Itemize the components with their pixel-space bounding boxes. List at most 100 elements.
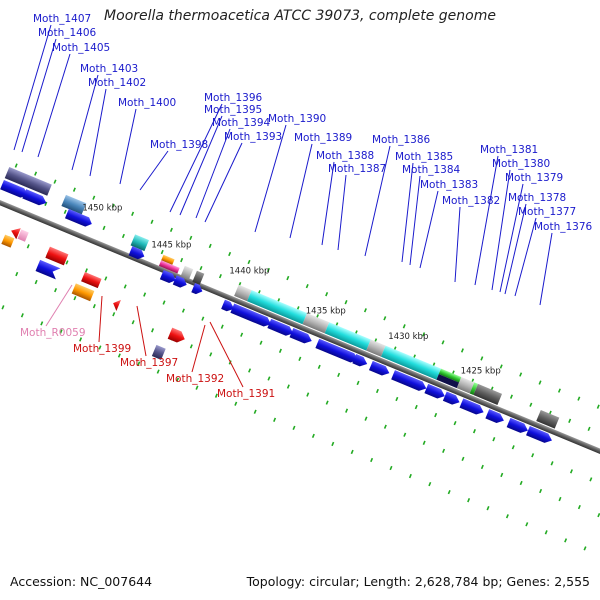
gene-moth-1394[interactable] [180, 265, 194, 281]
gene-moth-1380[interactable] [436, 374, 460, 389]
cds-arrow[interactable] [191, 282, 204, 296]
tick-mark [364, 416, 368, 421]
tick-mark [311, 433, 315, 439]
gene-label[interactable]: Moth_1403 [80, 63, 138, 75]
gene-label[interactable]: Moth_1382 [442, 195, 500, 207]
tick-mark [325, 400, 329, 405]
gene-moth-1397[interactable] [81, 271, 102, 289]
gene-moth-1385[interactable] [366, 339, 386, 357]
gene-label[interactable]: Moth_1387 [328, 163, 386, 175]
leader-line [454, 206, 461, 283]
cds-arrow[interactable] [221, 299, 236, 314]
gene-label[interactable]: Moth_1402 [88, 77, 146, 89]
gene-moth-1396[interactable] [161, 254, 175, 265]
gene-label[interactable]: Moth_1385 [395, 151, 453, 163]
gene-label[interactable]: Moth_1396 [204, 92, 263, 104]
kbp-marker: 1425 kbp [461, 366, 501, 376]
cds-arrow[interactable] [80, 215, 94, 229]
gene-moth-1389[interactable] [247, 290, 308, 325]
gene-moth-1379[interactable] [456, 377, 475, 394]
cds-arrow[interactable] [442, 391, 462, 407]
gene-label[interactable]: Moth_1376 [534, 221, 593, 233]
gene-label[interactable]: Moth_1395 [204, 104, 262, 116]
gene-moth-1381[interactable] [438, 368, 462, 383]
gene-moth-1399[interactable] [45, 246, 69, 266]
gene-label[interactable]: Moth_1391 [217, 388, 275, 400]
gene-moth-1383[interactable] [381, 345, 442, 380]
cds-arrow[interactable] [22, 189, 48, 207]
cds-arrow[interactable] [230, 303, 273, 329]
tick-mark [577, 504, 581, 510]
gene-label[interactable]: Moth_1390 [268, 113, 326, 125]
gene-label[interactable]: Moth_1392 [166, 373, 224, 385]
cds-arrow[interactable] [526, 425, 554, 445]
gene-label[interactable]: Moth_1394 [212, 117, 271, 129]
kbp-markers: 1450 kbp 1445 kbp 1440 kbp 1435 kbp 1430… [82, 203, 501, 376]
gene-label[interactable]: Moth_1389 [294, 132, 352, 144]
gene-moth-1399-small[interactable] [1, 234, 15, 248]
gene-label[interactable]: Moth_1379 [505, 172, 563, 184]
gene-moth-1392[interactable] [167, 327, 187, 345]
gene-label[interactable]: Moth_1405 [52, 42, 110, 54]
cds-arrow[interactable] [128, 246, 147, 261]
cds-arrow[interactable] [459, 398, 486, 416]
gene-label[interactable]: Moth_1383 [420, 179, 478, 191]
gene-label[interactable]: Moth_1384 [402, 164, 461, 176]
gene-label[interactable]: Moth_1399 [73, 343, 131, 355]
cds-arrow[interactable] [424, 383, 446, 401]
leader-line [209, 321, 244, 388]
tick-mark [240, 332, 244, 337]
cds-arrow[interactable] [485, 409, 505, 425]
cds-arrow[interactable] [315, 338, 359, 365]
gene-label[interactable]: Moth_R0059 [20, 327, 86, 339]
cds-arrow[interactable] [172, 275, 189, 289]
gene-moth-1393[interactable] [192, 270, 205, 285]
tick-mark [112, 312, 116, 317]
accession-text: Accession: NC_007644 [10, 574, 153, 589]
cds-arrow[interactable] [506, 417, 530, 435]
gene-label[interactable]: Moth_1388 [316, 150, 374, 162]
tick-mark [460, 348, 464, 353]
cds-arrow[interactable] [0, 179, 30, 200]
tick-mark [53, 179, 57, 184]
gene-moth-1391[interactable] [151, 344, 166, 360]
gene-label[interactable]: Moth_1380 [492, 158, 550, 170]
gene-label[interactable]: Moth_1407 [33, 13, 91, 25]
gene-label[interactable]: Moth_1386 [372, 134, 431, 146]
tick-mark [14, 163, 18, 168]
gene-label[interactable]: Moth_1393 [224, 131, 282, 143]
cds-arrow-reverse[interactable] [35, 259, 61, 280]
cds-arrow[interactable] [391, 370, 428, 393]
gene-moth-1407[interactable] [4, 167, 52, 196]
gene-moth-1375[interactable] [536, 409, 560, 429]
gene-moth-1390[interactable] [234, 284, 252, 302]
cds-arrow[interactable] [267, 318, 295, 338]
gene-moth-1376[interactable] [473, 383, 503, 405]
gene-label[interactable]: Moth_1400 [118, 97, 176, 109]
gene-moth-r0059-body[interactable] [17, 229, 29, 242]
gene-moth-1388[interactable] [302, 313, 330, 334]
gene-moth-1403[interactable] [61, 194, 87, 215]
gene-label[interactable]: Moth_1381 [480, 144, 538, 156]
tick-mark [220, 324, 224, 329]
gene-label[interactable]: Moth_1377 [518, 206, 576, 218]
gene-moth-1387[interactable] [324, 322, 371, 351]
cds-arrow[interactable] [289, 328, 314, 346]
cds-arrow[interactable] [352, 354, 369, 369]
tick-mark [441, 340, 445, 345]
tick-mark [228, 251, 232, 257]
gene-label[interactable]: Moth_1378 [508, 192, 566, 204]
gene-moth-1378[interactable] [469, 382, 479, 396]
gene-moth-1395[interactable] [158, 260, 180, 274]
tick-mark [253, 409, 257, 414]
gene-moth-1397-b[interactable] [71, 283, 95, 302]
cds-arrow[interactable] [368, 360, 391, 378]
gene-moth-1398[interactable] [130, 234, 150, 252]
cds-arrow[interactable] [159, 269, 178, 285]
gene-moth-r0059[interactable] [9, 225, 21, 240]
gene-label[interactable]: Moth_1406 [38, 27, 97, 39]
tick-mark [499, 364, 503, 369]
gene-label[interactable]: Moth_1398 [150, 139, 208, 151]
gene-label[interactable]: Moth_1397 [120, 357, 178, 369]
gene-moth-1392-small[interactable] [111, 298, 121, 311]
